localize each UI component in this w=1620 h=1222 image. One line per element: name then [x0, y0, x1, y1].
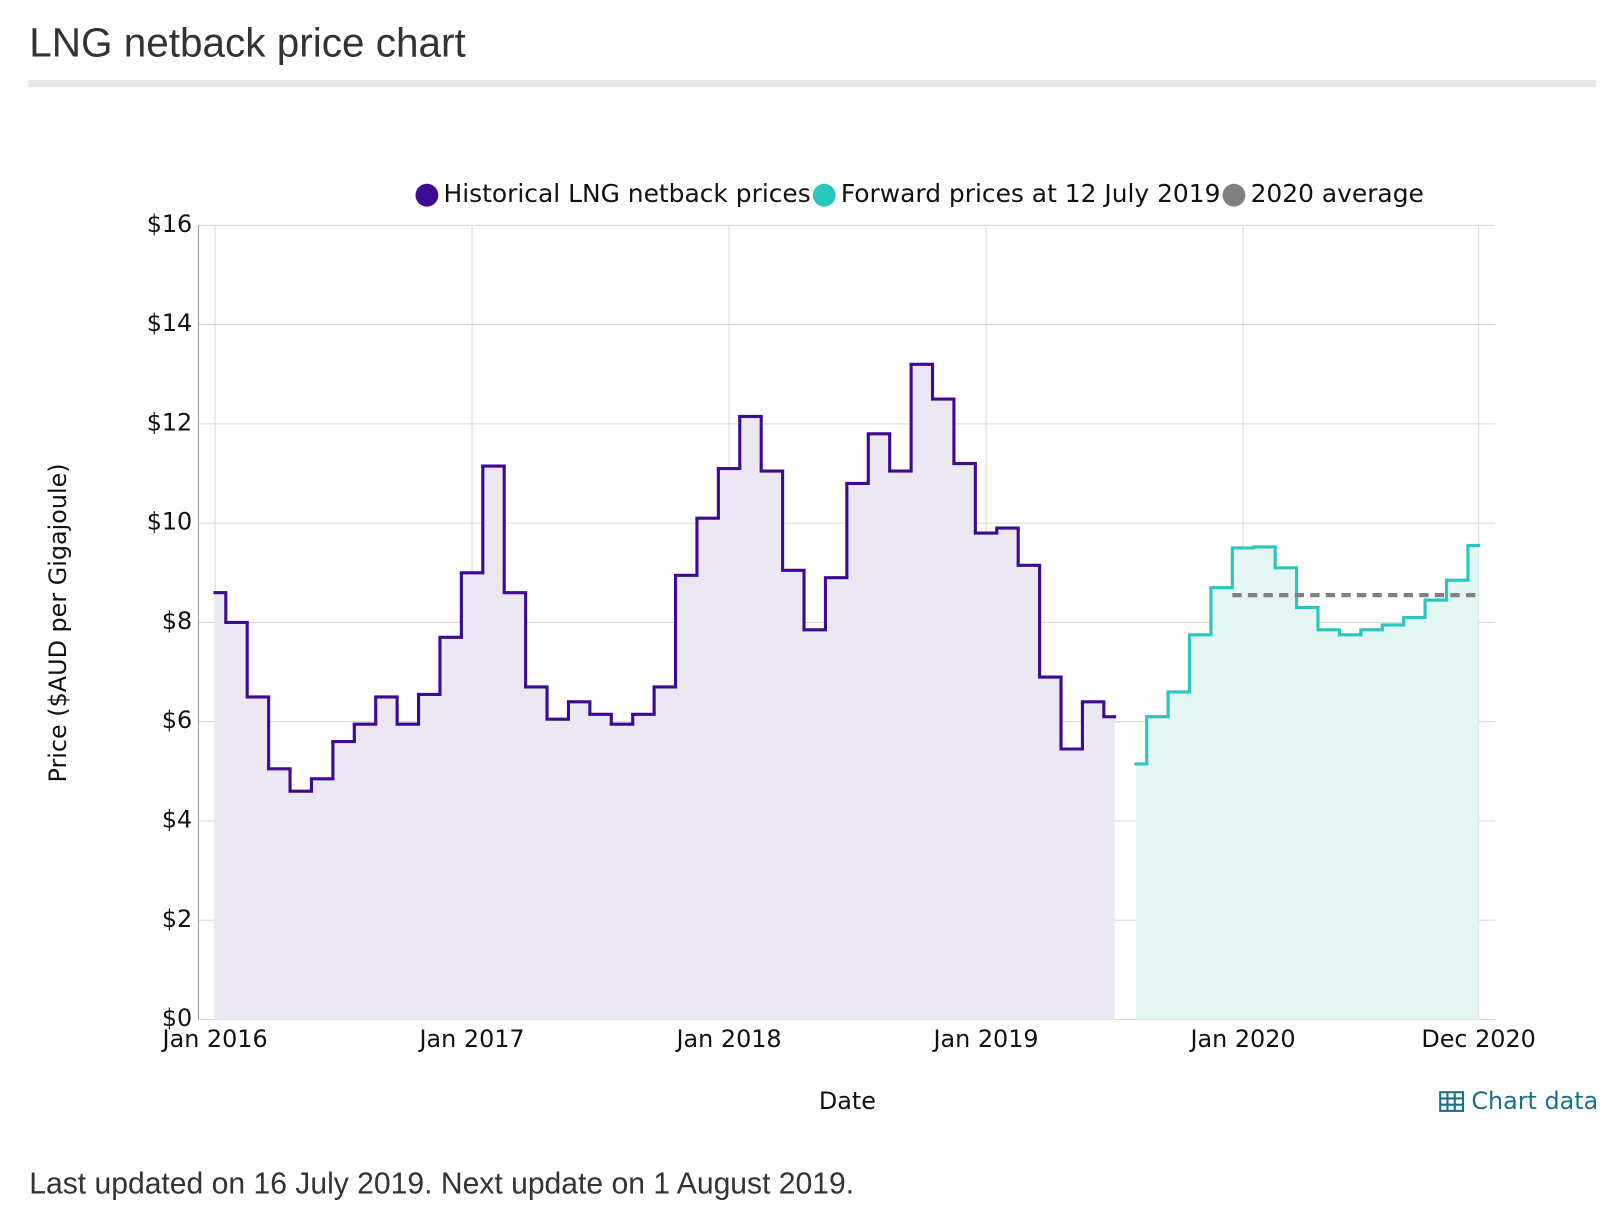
x-tick-label: Jan 2018 — [675, 1025, 782, 1053]
x-axis-title: Date — [819, 1087, 876, 1115]
y-axis-title: Price ($AUD per Gigajoule) — [44, 463, 72, 782]
area-fill — [1135, 545, 1479, 1020]
y-tick-label: $0 — [162, 1004, 192, 1032]
y-tick-label: $4 — [162, 805, 192, 833]
x-tick-label: Jan 2017 — [418, 1025, 525, 1053]
y-tick-label: $8 — [162, 607, 192, 635]
page-title: LNG netback price chart — [29, 19, 466, 65]
y-tick-label: $12 — [147, 408, 193, 436]
legend-label: Historical LNG netback prices — [444, 179, 811, 208]
x-tick-label: Dec 2020 — [1421, 1025, 1535, 1053]
x-tick-label: Jan 2020 — [1189, 1025, 1296, 1053]
footer-note: Last updated on 16 July 2019. Next updat… — [29, 1168, 854, 1201]
y-tick-label: $2 — [162, 905, 192, 933]
legend: Historical LNG netback prices Forward pri… — [415, 179, 1424, 208]
y-tick-label: $10 — [147, 508, 193, 536]
legend-label: Forward prices at 12 July 2019 — [841, 179, 1221, 208]
x-tick-label: Jan 2019 — [932, 1025, 1039, 1053]
area-fill — [215, 364, 1115, 1020]
x-tick-label: Jan 2016 — [161, 1025, 268, 1053]
y-tick-label: $14 — [147, 309, 193, 337]
legend-swatch — [415, 183, 439, 207]
y-tick-label: $6 — [162, 706, 192, 734]
legend-swatch — [1222, 183, 1246, 207]
y-tick-label: $16 — [147, 210, 193, 238]
legend-swatch — [812, 183, 836, 207]
chart-data-link[interactable]: Chart data — [1439, 1087, 1598, 1115]
legend-label: 2020 average — [1251, 179, 1424, 208]
table-icon — [1439, 1091, 1465, 1112]
chart-data-link-text[interactable]: Chart data — [1471, 1087, 1598, 1115]
title-rule — [28, 79, 1596, 88]
